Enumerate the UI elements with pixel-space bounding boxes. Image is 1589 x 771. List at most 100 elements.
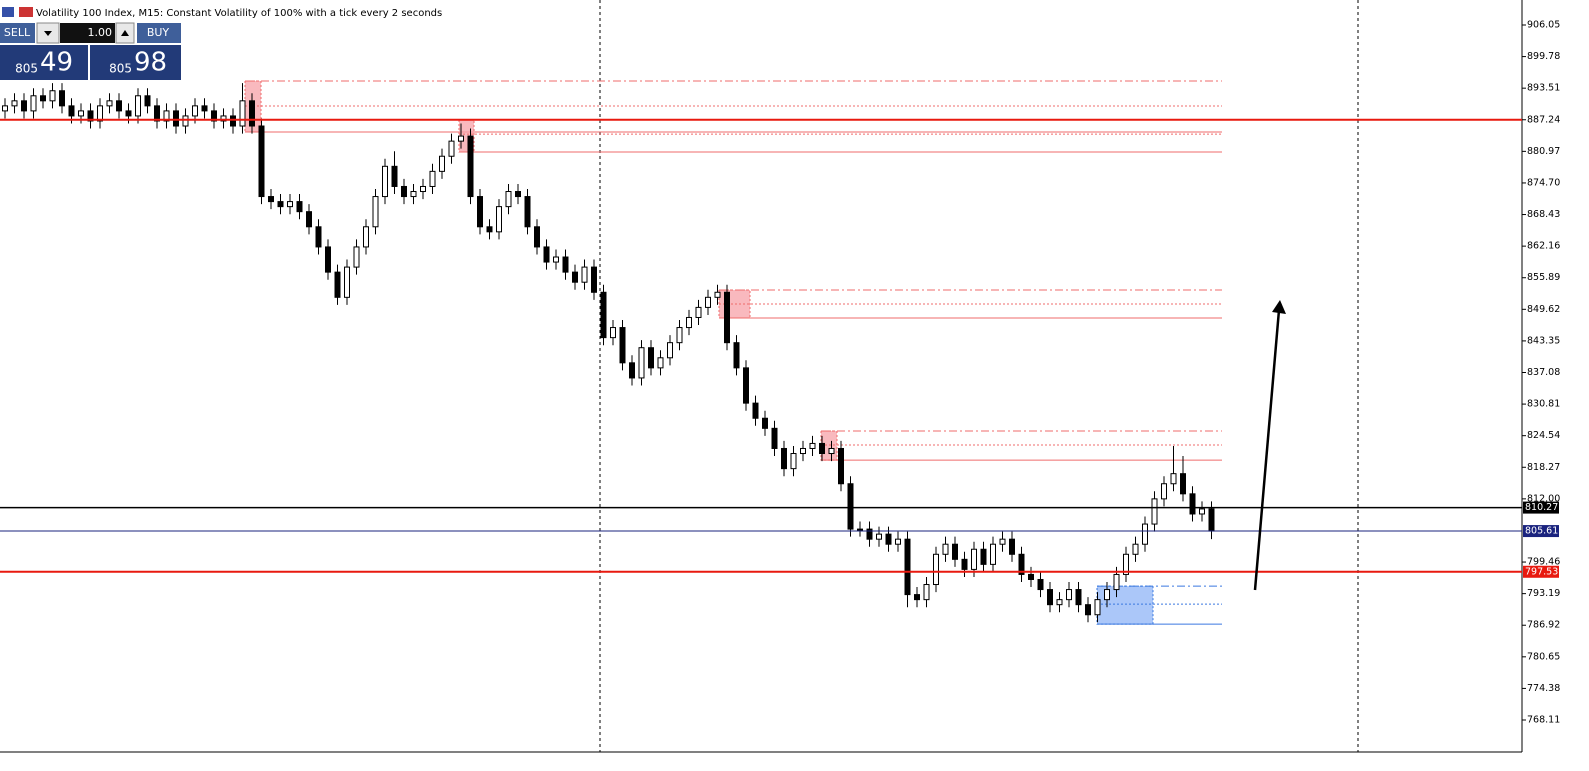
candle-body	[800, 447, 806, 455]
candle-body	[344, 266, 350, 298]
sell-button[interactable]	[0, 23, 35, 43]
lot-field[interactable]	[60, 23, 115, 43]
candle-body	[230, 115, 236, 127]
candle-body	[429, 170, 436, 187]
candle-body	[572, 271, 578, 283]
candle-body	[1180, 473, 1186, 495]
candle-body	[534, 226, 540, 248]
candle-body	[1208, 508, 1215, 532]
candle-body	[695, 306, 702, 318]
candle-body	[87, 110, 94, 122]
candle-body	[106, 100, 113, 107]
candle-body	[201, 105, 208, 112]
candle-body	[819, 442, 825, 455]
candle-body	[353, 246, 360, 268]
candle-body	[610, 327, 616, 339]
candle-body	[971, 548, 977, 570]
candle-body	[686, 316, 692, 329]
candle-body	[1123, 553, 1129, 575]
candle-body	[182, 115, 189, 127]
arrow	[1253, 309, 1281, 591]
candle-body	[648, 347, 654, 369]
icon	[19, 7, 33, 17]
candle-body	[781, 447, 787, 470]
icon	[2, 7, 14, 17]
buy-price[interactable]	[90, 45, 181, 80]
candle-body	[1113, 573, 1120, 591]
y-tick-label: 887.24	[1527, 114, 1560, 125]
buy-button[interactable]	[137, 23, 181, 43]
candle-body	[515, 191, 521, 198]
candle-body	[724, 291, 730, 344]
candle-body	[315, 226, 322, 248]
candle-body	[325, 246, 331, 273]
candle-body	[249, 100, 255, 127]
ask-small: 98	[134, 48, 167, 78]
candle-body	[1056, 599, 1063, 606]
candle-body	[173, 110, 179, 127]
candle-body	[524, 196, 531, 228]
price-label: 805.61	[1525, 526, 1558, 537]
candle-body	[391, 165, 398, 187]
up-arrow	[121, 30, 129, 36]
buy-label: BUY	[147, 26, 170, 39]
candle-body	[895, 538, 901, 545]
candle-body	[762, 417, 768, 429]
price-label-bg	[1523, 565, 1559, 578]
candle-body	[116, 100, 122, 112]
candle-body	[629, 362, 635, 379]
price-label-bg	[1523, 501, 1559, 514]
candle-body	[258, 125, 265, 198]
candle-body	[952, 543, 958, 560]
candle-body	[999, 538, 1006, 545]
sell-price[interactable]	[0, 45, 88, 80]
candle-body	[1189, 493, 1196, 515]
arrow-head	[1272, 300, 1286, 314]
candle-body	[771, 427, 778, 449]
candle-body	[1009, 538, 1015, 555]
candle-body	[828, 447, 835, 455]
candle-body	[1132, 543, 1139, 555]
candle-body	[657, 357, 664, 369]
candle-body	[705, 296, 711, 308]
candle-body	[59, 90, 65, 107]
y-tick-label: 855.89	[1527, 272, 1560, 283]
candle-body	[268, 196, 274, 203]
candle-body	[486, 226, 493, 233]
candle-body	[448, 140, 455, 157]
y-tick-label: 868.43	[1527, 209, 1560, 220]
candle-body	[1047, 589, 1053, 606]
candle-body	[562, 256, 569, 273]
candle-body	[619, 327, 626, 364]
candle-body	[733, 342, 740, 369]
y-tick-label: 899.78	[1527, 51, 1560, 62]
y-tick-label: 880.97	[1527, 146, 1560, 157]
candle-body	[714, 291, 721, 298]
bid-small: 49	[40, 48, 73, 78]
y-tick-label: 812.00	[1527, 493, 1560, 504]
candle-body	[1018, 553, 1025, 575]
candle-body	[790, 453, 797, 470]
candle-body	[78, 110, 84, 117]
candle-body	[239, 100, 246, 127]
y-tick-label: 906.05	[1527, 19, 1560, 30]
y-tick-label: 774.38	[1527, 683, 1560, 694]
candle-body	[287, 201, 293, 208]
chart-title: Volatility 100 Index, M15: Constant Vola…	[36, 8, 442, 19]
candle-body	[420, 185, 426, 193]
candle-body	[1142, 523, 1148, 545]
candle-body	[866, 528, 873, 540]
candle-body	[980, 548, 987, 565]
candle-body	[1037, 578, 1044, 591]
candle-body	[192, 105, 198, 117]
y-tick-label: 824.54	[1527, 430, 1560, 441]
candle-body	[40, 95, 46, 102]
candle-body	[135, 95, 141, 117]
y-tick-label: 843.35	[1527, 335, 1560, 346]
candle-body	[277, 201, 284, 208]
candle-body	[410, 191, 417, 198]
candle-body	[667, 342, 673, 359]
down-arrow	[44, 31, 52, 36]
candle-body	[163, 110, 170, 122]
